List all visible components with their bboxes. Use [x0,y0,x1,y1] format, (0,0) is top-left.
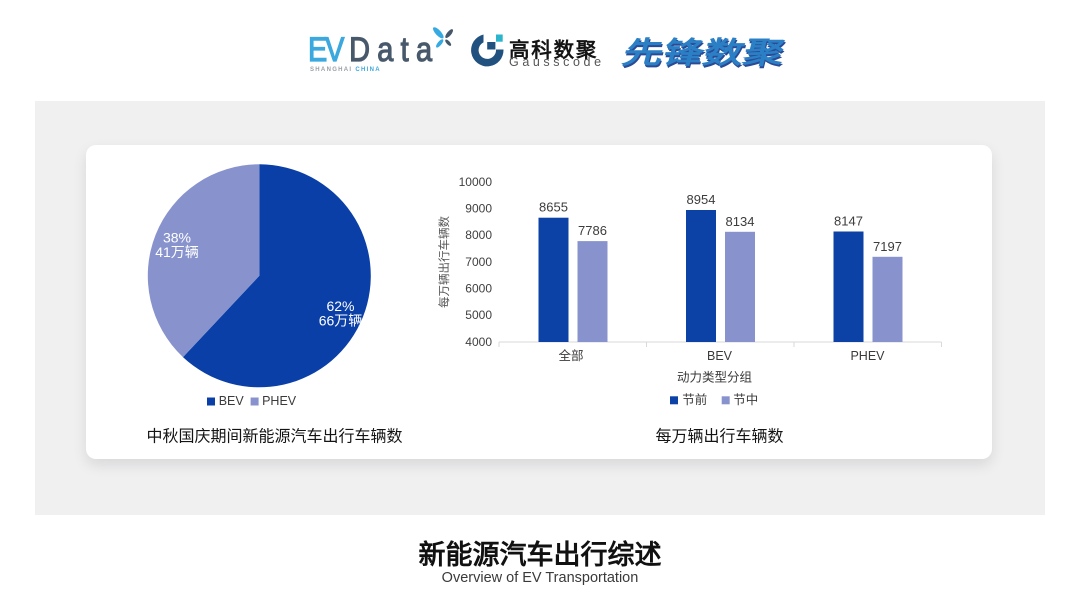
svg-text:中秋国庆期间新能源汽车出行车辆数: 中秋国庆期间新能源汽车出行车辆数 [146,428,402,446]
svg-text:动力类型分组: 动力类型分组 [677,371,752,385]
svg-text:66万辆: 66万辆 [319,313,363,329]
svg-text:4000: 4000 [465,335,492,349]
svg-text:8000: 8000 [465,228,492,242]
svg-text:PHEV: PHEV [262,394,297,408]
svg-text:PHEV: PHEV [850,349,885,363]
svg-text:8954: 8954 [687,192,716,207]
svg-text:每万辆出行车辆数: 每万辆出行车辆数 [655,428,783,446]
svg-text:41万辆: 41万辆 [155,244,199,260]
svg-text:7786: 7786 [578,223,607,238]
svg-text:38%: 38% [163,230,191,246]
svg-text:5000: 5000 [465,308,492,322]
svg-text:7000: 7000 [465,255,492,269]
svg-text:9000: 9000 [465,202,492,216]
svg-text:节前: 节前 [682,392,707,407]
svg-text:7197: 7197 [873,239,902,254]
svg-text:每万辆出行车辆数: 每万辆出行车辆数 [437,216,451,308]
svg-text:BEV: BEV [219,394,245,408]
svg-text:节中: 节中 [733,392,758,407]
svg-text:10000: 10000 [459,175,493,189]
svg-text:8147: 8147 [834,214,863,229]
svg-text:全部: 全部 [558,348,583,363]
svg-text:62%: 62% [326,298,354,314]
svg-text:8134: 8134 [726,214,755,229]
svg-text:6000: 6000 [465,282,492,296]
svg-text:8655: 8655 [539,200,568,215]
svg-text:BEV: BEV [707,349,733,363]
